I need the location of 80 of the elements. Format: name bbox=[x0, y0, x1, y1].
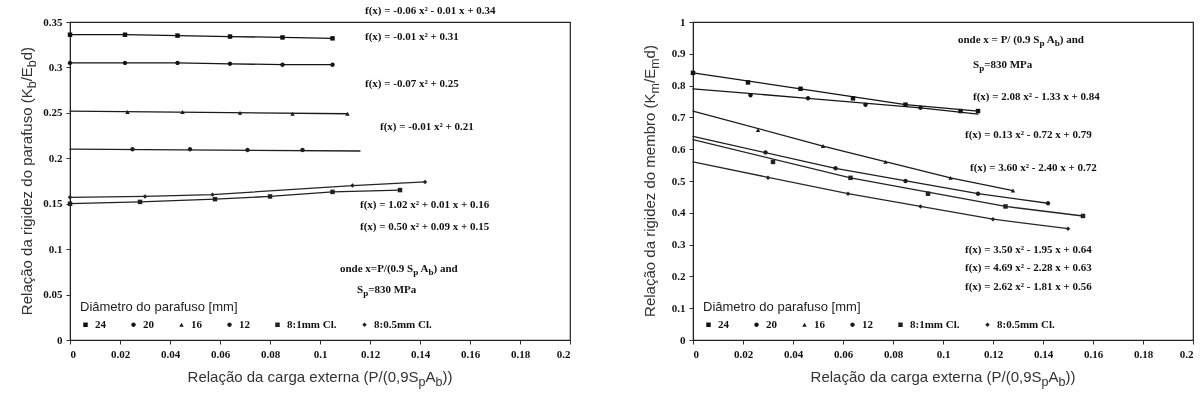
point bbox=[280, 35, 285, 40]
y-tick-label: 0.15 bbox=[43, 197, 63, 210]
point bbox=[1003, 204, 1008, 209]
legend-title: Diâmetro do parafuso [mm] bbox=[80, 299, 238, 314]
point bbox=[125, 110, 130, 114]
y-tick-label: 0.6 bbox=[671, 142, 686, 155]
legend-label: 8:1mm Cl. bbox=[287, 317, 337, 330]
y-tick-label: 0.35 bbox=[43, 15, 63, 28]
x-tick-label: 0.02 bbox=[733, 347, 754, 360]
annotation: S$_{p}$=830 MPa bbox=[973, 58, 1033, 74]
x-tick-label: 0.2 bbox=[556, 347, 571, 360]
x-tick-label: 0.04 bbox=[783, 347, 804, 360]
y-tick-label: 0.1 bbox=[671, 301, 686, 314]
y-tick-label: 0.2 bbox=[671, 269, 686, 282]
y-tick-label: 0.05 bbox=[43, 288, 63, 301]
annotation: f(x) = 0.13 x² - 0.72 x + 0.79 bbox=[965, 128, 1092, 140]
y-tick-label: 0.3 bbox=[671, 238, 686, 251]
y-tick-label: 0.1 bbox=[48, 242, 63, 255]
annotation: onde x = P/ (0.9 S$_{p}$ A$_{b}$) and bbox=[958, 33, 1084, 49]
x-axis-title: Relação da carga externa (P/(0,9S$_{p}$A$_{b}$)) bbox=[810, 368, 1076, 389]
legend-label: 24 bbox=[718, 317, 730, 330]
x-tick-label: 0.14 bbox=[1033, 347, 1054, 360]
point bbox=[330, 36, 335, 41]
y-tick-label: 0.7 bbox=[671, 110, 686, 123]
annotation: f(x) = -0.01 x² + 0.21 bbox=[380, 120, 474, 132]
legend-label: 20 bbox=[143, 317, 155, 330]
x-tick-label: 0.2 bbox=[1179, 347, 1194, 360]
x-tick-label: 0.08 bbox=[260, 347, 281, 360]
point bbox=[175, 33, 180, 38]
annotation: onde x=P/(0.9 S$_{p}$ A$_{b}$) and bbox=[340, 262, 458, 278]
annotation: f(x) = 1.02 x² + 0.01 x + 0.16 bbox=[360, 198, 490, 210]
x-tick-label: 0.12 bbox=[983, 347, 1004, 360]
x-tick-label: 0.1 bbox=[313, 347, 328, 360]
x-tick-label: 0 bbox=[70, 347, 77, 360]
annotation: S$_{p}$=830 MPa bbox=[357, 283, 417, 299]
annotation: f(x) = 3.50 x² - 1.95 x + 0.64 bbox=[965, 243, 1092, 255]
legend-label: 8:1mm Cl. bbox=[910, 317, 960, 330]
x-tick-label: 0.06 bbox=[833, 347, 854, 360]
x-axis-title: Relação da carga externa (P/(0,9S$_{p}$A$_{b}$)) bbox=[187, 368, 453, 389]
x-tick-label: 0.18 bbox=[1133, 347, 1154, 360]
annotation: f(x) = 2.08 x² - 1.33 x + 0.84 bbox=[973, 90, 1100, 102]
x-tick-label: 0.02 bbox=[110, 347, 131, 360]
legend-label: 8:0.5mm Cl. bbox=[997, 317, 1055, 330]
y-tick-label: 1 bbox=[680, 15, 686, 28]
annotation: f(x) = 3.60 x² - 2.40 x + 0.72 bbox=[970, 161, 1097, 173]
x-tick-label: 0.08 bbox=[883, 347, 904, 360]
x-tick-label: 0.1 bbox=[936, 347, 951, 360]
annotation: f(x) = 2.62 x² - 1.81 x + 0.56 bbox=[965, 280, 1092, 292]
legend-label: 12 bbox=[239, 317, 251, 330]
y-tick-label: 0.5 bbox=[671, 174, 686, 187]
annotation: f(x) = -0.01 x² + 0.31 bbox=[365, 30, 459, 42]
annotation: f(x) = 0.50 x² + 0.09 x + 0.15 bbox=[360, 220, 490, 232]
legend-title: Diâmetro do parafuso [mm] bbox=[703, 299, 861, 314]
legend-label: 20 bbox=[766, 317, 778, 330]
legend-label: 16 bbox=[814, 317, 826, 330]
y-tick-label: 0.9 bbox=[671, 47, 686, 60]
point bbox=[345, 111, 350, 116]
x-tick-label: 0.16 bbox=[1083, 347, 1104, 360]
y-tick-label: 0 bbox=[57, 333, 63, 346]
x-tick-label: 0.16 bbox=[460, 347, 481, 360]
y-tick-label: 0.8 bbox=[671, 79, 686, 92]
x-tick-label: 0.04 bbox=[160, 347, 181, 360]
y-tick-label: 0.25 bbox=[43, 106, 63, 119]
annotation: f(x) = -0.07 x² + 0.25 bbox=[365, 77, 459, 89]
x-tick-label: 0.12 bbox=[360, 347, 381, 360]
x-tick-label: 0 bbox=[693, 347, 700, 360]
point bbox=[290, 111, 295, 116]
y-tick-label: 0.4 bbox=[671, 206, 686, 219]
legend-label: 12 bbox=[862, 317, 874, 330]
legend-label: 8:0.5mm Cl. bbox=[374, 317, 432, 330]
text: f(x) = -0.06 x² - 0.01 x + 0.34 bbox=[365, 4, 496, 16]
y-tick-label: 0.3 bbox=[48, 60, 63, 73]
x-tick-label: 0.14 bbox=[410, 347, 431, 360]
annotation: f(x) = 4.69 x² - 2.28 x + 0.63 bbox=[965, 261, 1092, 273]
legend-label: 24 bbox=[95, 317, 107, 330]
x-tick-label: 0.06 bbox=[210, 347, 231, 360]
legend-label: 16 bbox=[191, 317, 203, 330]
x-tick-label: 0.18 bbox=[510, 347, 531, 360]
y-tick-label: 0 bbox=[680, 333, 686, 346]
y-tick-label: 0.2 bbox=[48, 151, 63, 164]
